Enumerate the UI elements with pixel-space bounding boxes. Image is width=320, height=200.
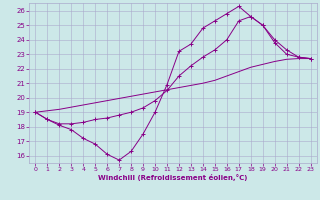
X-axis label: Windchill (Refroidissement éolien,°C): Windchill (Refroidissement éolien,°C): [98, 174, 248, 181]
